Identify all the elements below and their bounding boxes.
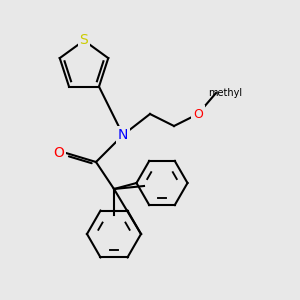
Text: O: O (53, 146, 64, 160)
Text: S: S (80, 34, 88, 47)
Text: N: N (118, 128, 128, 142)
Text: O: O (193, 107, 203, 121)
Text: methyl: methyl (208, 88, 242, 98)
